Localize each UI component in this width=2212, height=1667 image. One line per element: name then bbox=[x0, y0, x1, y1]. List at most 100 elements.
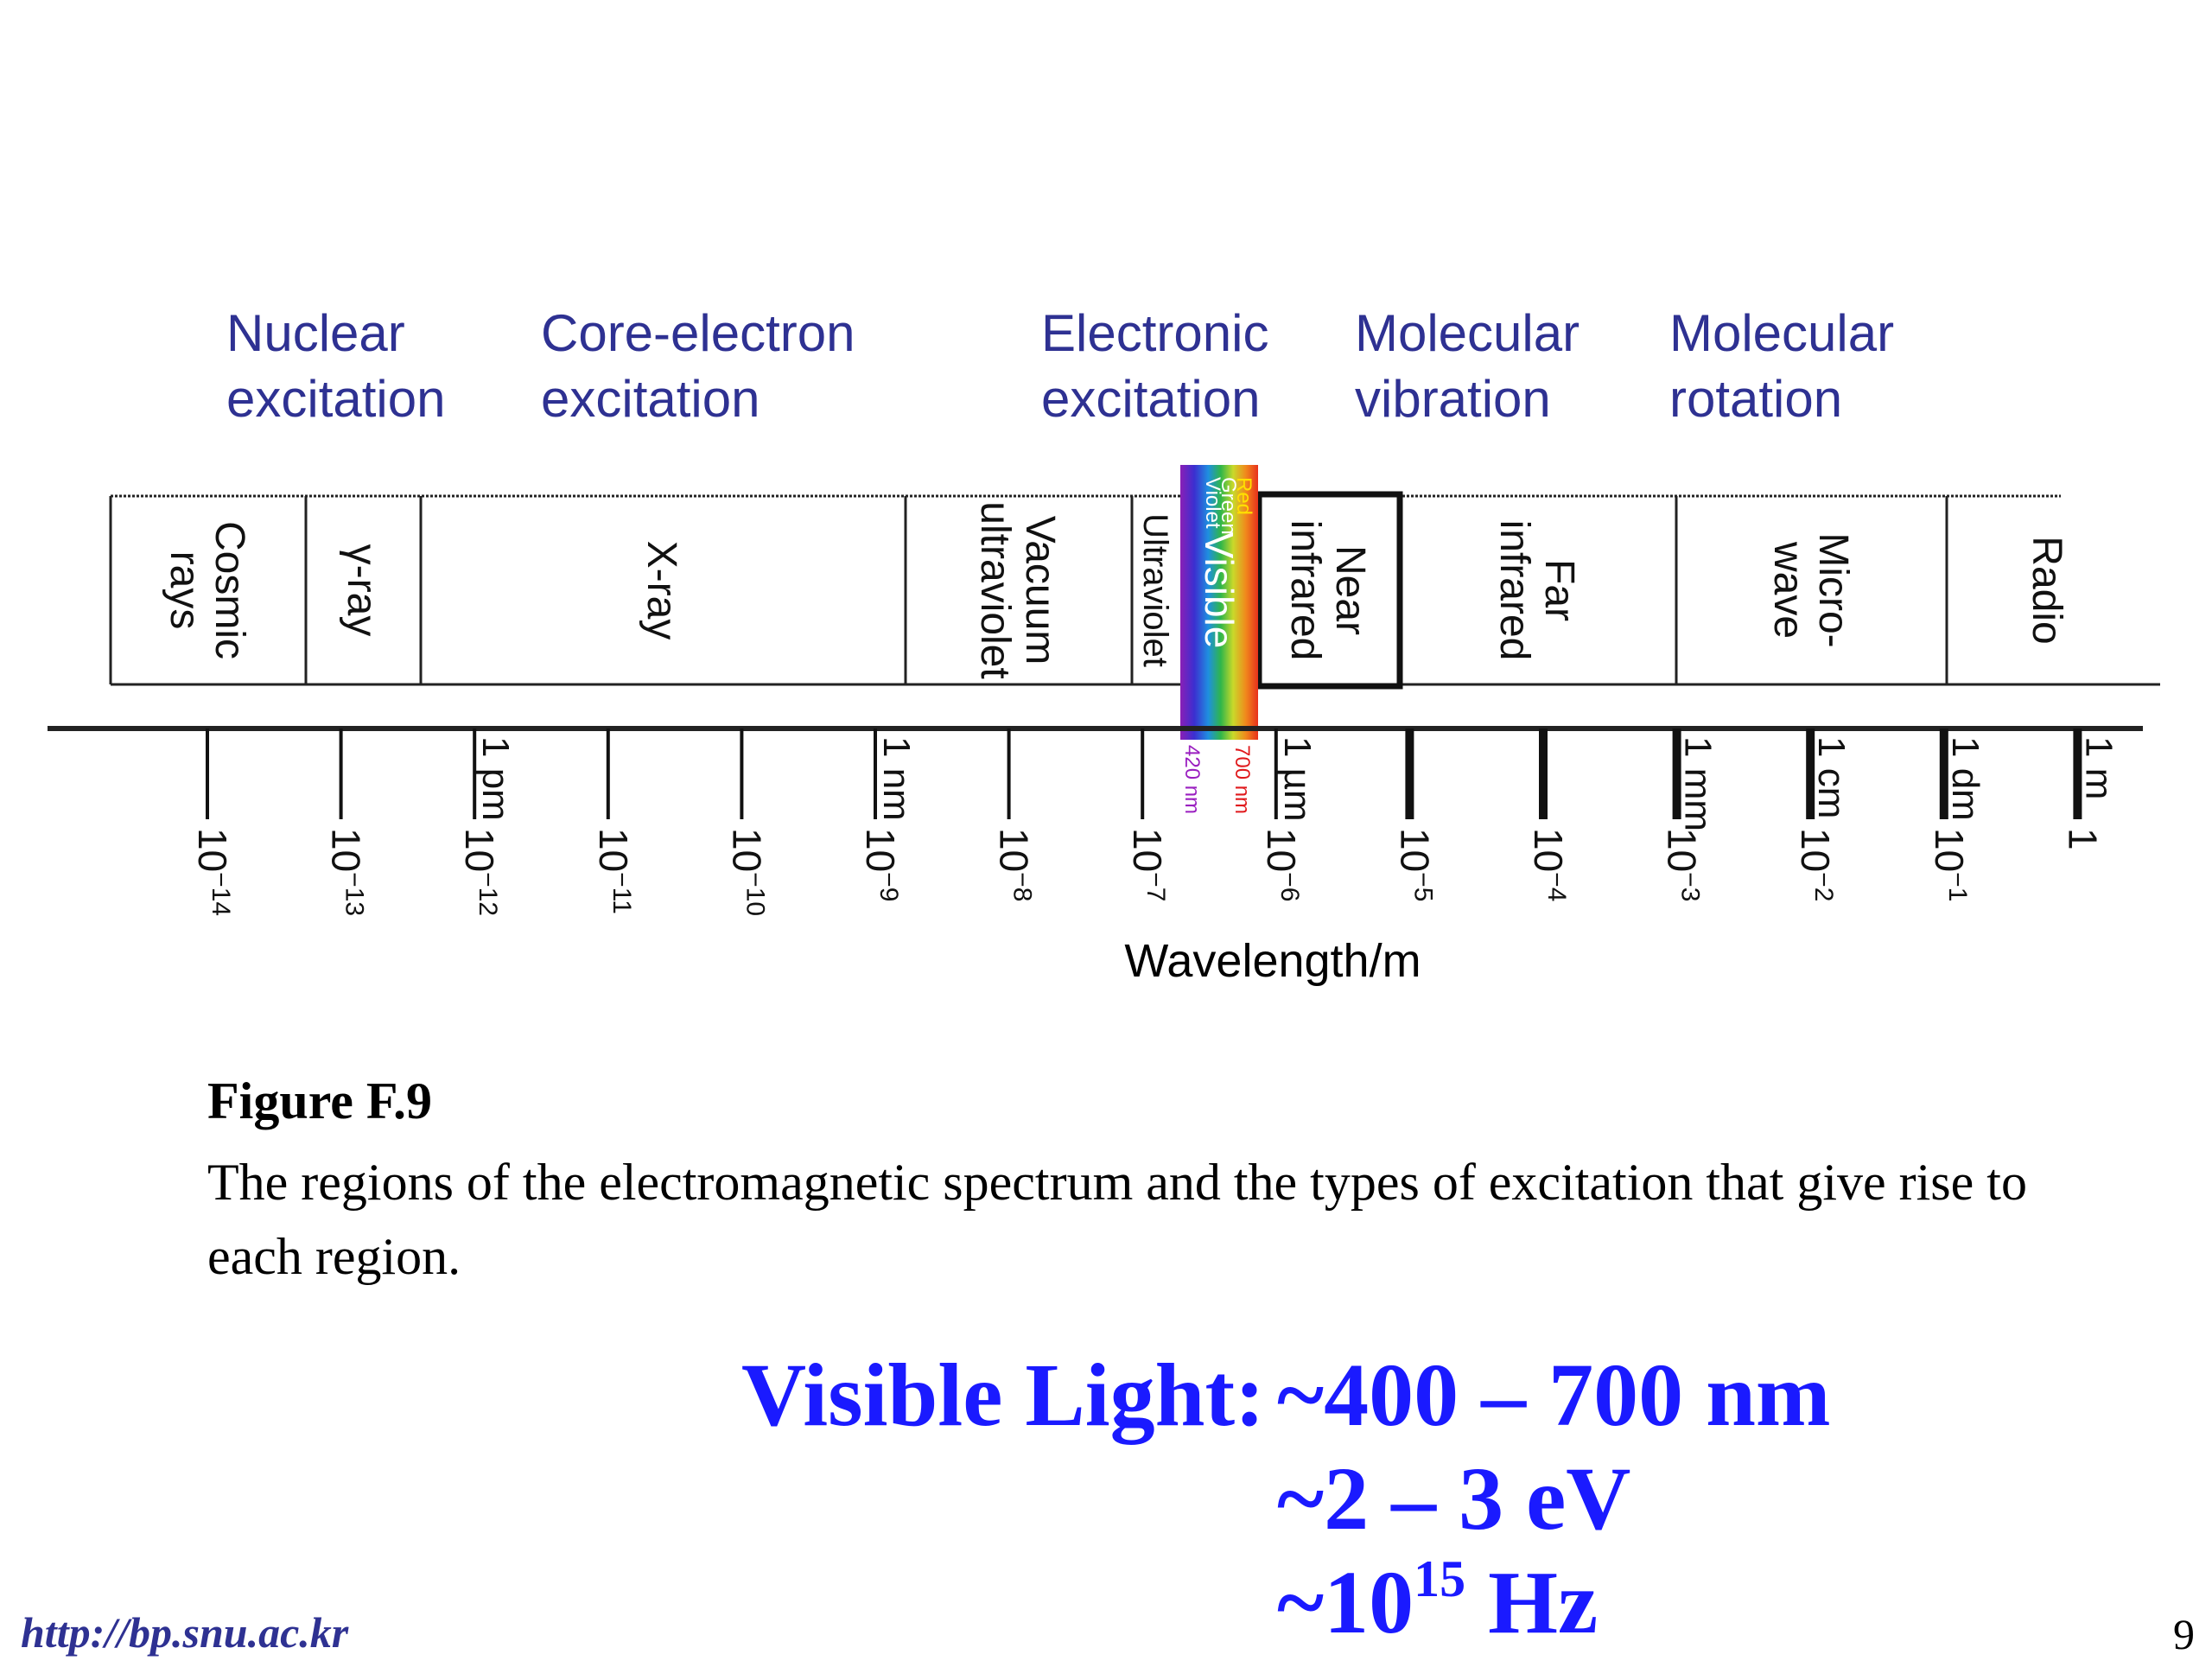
region-label: Radio bbox=[2024, 536, 2069, 644]
tick-exponent: −14 bbox=[207, 872, 235, 916]
region-label-line: γ-ray bbox=[339, 544, 385, 637]
region-label-line: Cosmic bbox=[207, 521, 252, 659]
tick-exponent: −3 bbox=[1676, 872, 1705, 901]
tick-value-label: 10−11 bbox=[591, 828, 636, 914]
tick-exponent: −11 bbox=[607, 872, 636, 914]
region-label: X-ray bbox=[639, 541, 684, 640]
frequency-unit: Hz bbox=[1465, 1553, 1599, 1652]
excitation-molecular-vibration: Molecular vibration bbox=[1355, 301, 1580, 432]
frequency-base: ~10 bbox=[1277, 1553, 1414, 1652]
excitation-electronic: Electronic excitation bbox=[1041, 301, 1268, 432]
tick-exponent: −5 bbox=[1408, 872, 1437, 901]
excitation-line: excitation bbox=[541, 370, 760, 428]
excitation-line: rotation bbox=[1669, 370, 1843, 428]
tick-value-label: 10−3 bbox=[1660, 828, 1705, 901]
axis-label: Wavelength/m bbox=[1124, 935, 1421, 987]
tick-value-label: 10−8 bbox=[992, 828, 1037, 901]
region-label-line: Vacuum bbox=[1017, 516, 1063, 665]
visible-color-label: Green bbox=[1217, 477, 1240, 535]
region-label-line: Visible bbox=[1197, 532, 1242, 649]
tick-value-label: 10−10 bbox=[724, 828, 769, 916]
visible-edge-low: 420 nm bbox=[1180, 745, 1204, 814]
tick-value-label: 10−7 bbox=[1125, 828, 1170, 901]
visible-light-frequency: ~1015 Hz bbox=[1277, 1550, 1599, 1667]
tick-value-label: 10−1 bbox=[1927, 828, 1972, 901]
region-label-line: rays bbox=[162, 551, 207, 630]
tick-exponent: −9 bbox=[874, 872, 903, 901]
region-label-line: Radio bbox=[2024, 536, 2069, 644]
excitation-line: Nuclear bbox=[226, 304, 405, 362]
excitation-line: Core-electron bbox=[541, 304, 855, 362]
tick-value-label: 10−5 bbox=[1392, 828, 1437, 901]
tick-exponent: −7 bbox=[1141, 872, 1170, 901]
region-label-line: infrared bbox=[1491, 520, 1537, 661]
tick-unit-label: 1 µm bbox=[1276, 736, 1319, 822]
visible-edge-high: 700 nm bbox=[1230, 745, 1254, 814]
region-label-line: Near bbox=[1327, 545, 1373, 635]
excitation-molecular-rotation: Molecular rotation bbox=[1669, 301, 1894, 432]
tick-value-label: 10−9 bbox=[858, 828, 903, 901]
tick-exponent: −1 bbox=[1943, 872, 1972, 901]
region-label-line: wave bbox=[1765, 541, 1811, 639]
region-label-line: ultraviolet bbox=[972, 501, 1018, 678]
footer-url[interactable]: http://bp.snu.ac.kr bbox=[21, 1608, 349, 1657]
page-number: 9 bbox=[2173, 1610, 2195, 1658]
region-label-line: Micro- bbox=[1810, 532, 1856, 647]
excitation-line: Electronic bbox=[1041, 304, 1269, 362]
excitation-nuclear: Nuclear excitation bbox=[226, 301, 445, 432]
near-infrared-box bbox=[1255, 491, 1403, 690]
excitation-core-electron: Core-electron excitation bbox=[541, 301, 855, 432]
caption-text: The regions of the electromagnetic spect… bbox=[207, 1154, 2027, 1285]
region-label-line: Far bbox=[1536, 559, 1582, 621]
tick-value-label: 10−12 bbox=[457, 828, 502, 916]
excitation-line: Molecular bbox=[1355, 304, 1580, 362]
tick-value-label: 10−14 bbox=[190, 828, 235, 916]
tick-unit-label: 1 dm bbox=[1944, 736, 1986, 821]
region-label: γ-ray bbox=[339, 544, 385, 637]
tick-unit-label: 1 pm bbox=[474, 736, 517, 821]
excitation-line: excitation bbox=[1041, 370, 1261, 428]
tick-unit-label: 1 nm bbox=[875, 736, 918, 821]
region-label-line: infrared bbox=[1282, 520, 1328, 661]
tick-exponent: −10 bbox=[741, 872, 769, 916]
visible-light-energy: ~2 – 3 eV bbox=[1277, 1449, 1631, 1549]
tick-exponent: −12 bbox=[474, 872, 502, 916]
region-label: Visible bbox=[1197, 532, 1242, 649]
visible-light-wavelength: ~400 – 700 nm bbox=[1277, 1346, 1831, 1445]
tick-value-label: 10−6 bbox=[1259, 828, 1304, 901]
visible-color-label: Red bbox=[1232, 477, 1255, 515]
tick-unit-label: 1 mm bbox=[1677, 736, 1719, 831]
region-label: Micro-wave bbox=[1765, 532, 1856, 647]
visible-color-label: Violet bbox=[1201, 477, 1224, 529]
tick-value-label: 10−13 bbox=[324, 828, 369, 916]
tick-exponent: −4 bbox=[1542, 872, 1571, 901]
tick-exponent: −8 bbox=[1008, 872, 1037, 901]
visible-light-label: Visible Light: bbox=[741, 1346, 1265, 1445]
region-label-line: X-ray bbox=[639, 541, 684, 640]
tick-value-label: 10−4 bbox=[1526, 828, 1571, 901]
tick-unit-label: 1 m bbox=[2077, 736, 2120, 799]
visible-band bbox=[1180, 465, 1258, 740]
tick-exponent: −2 bbox=[1809, 872, 1838, 901]
tick-value-label: 1 bbox=[2060, 828, 2105, 850]
frequency-exponent: 15 bbox=[1414, 1550, 1466, 1607]
caption-title: Figure F.9 bbox=[207, 1072, 433, 1129]
excitation-line: excitation bbox=[226, 370, 446, 428]
region-label-line: Ultraviolet bbox=[1136, 513, 1174, 667]
tick-value-label: 10−2 bbox=[1793, 828, 1838, 901]
region-band bbox=[109, 494, 2160, 686]
excitation-line: Molecular bbox=[1669, 304, 1895, 362]
excitation-line: vibration bbox=[1355, 370, 1551, 428]
tick-exponent: −13 bbox=[340, 872, 369, 916]
region-label: Ultraviolet bbox=[1136, 513, 1174, 667]
tick-unit-label: 1 cm bbox=[1810, 736, 1853, 818]
tick-exponent: −6 bbox=[1275, 872, 1304, 901]
